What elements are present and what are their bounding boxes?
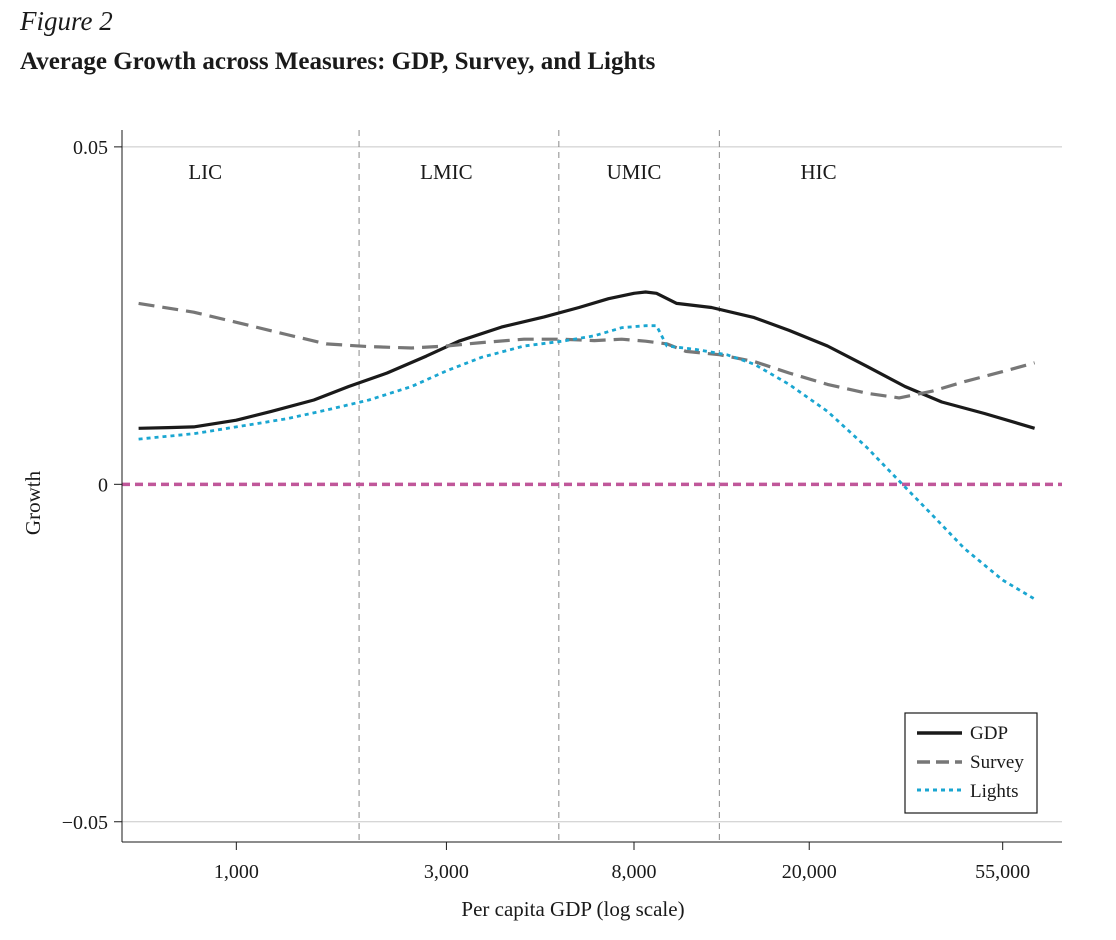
x-tick-label: 55,000 (975, 861, 1030, 883)
x-tick-label: 3,000 (424, 861, 469, 883)
x-tick-label: 20,000 (782, 861, 837, 883)
legend-label-gdp: GDP (970, 723, 1008, 744)
y-axis-title: Growth (21, 470, 45, 535)
y-tick-label: −0.05 (62, 812, 108, 834)
legend: GDP Survey Lights (904, 712, 1038, 814)
x-axis-title: Per capita GDP (log scale) (461, 897, 684, 921)
income-group-labels: LIC LMIC UMIC HIC (188, 160, 836, 184)
axis-layer: −0.05 0 0.05 1,000 3,000 8,000 20,000 55,000 (62, 130, 1062, 883)
income-group-label: HIC (800, 160, 836, 184)
income-group-label: LIC (188, 160, 222, 184)
x-tick-label: 8,000 (611, 861, 656, 883)
series-line-lights (138, 324, 1036, 601)
series-line-survey (138, 301, 1036, 400)
grid-layer (122, 146, 1062, 823)
series-layer (138, 290, 1036, 601)
legend-label-lights: Lights (970, 781, 1019, 802)
series-line-gdp (138, 290, 1036, 430)
legend-label-survey: Survey (970, 752, 1024, 773)
figure-label: Figure 2 (20, 6, 113, 36)
figure-title: Average Growth across Measures: GDP, Sur… (20, 48, 656, 75)
y-tick-label: 0.05 (73, 137, 108, 159)
income-group-label: LMIC (420, 160, 473, 184)
income-group-label: UMIC (607, 160, 662, 184)
y-tick-label: 0 (98, 474, 108, 496)
x-tick-label: 1,000 (214, 861, 259, 883)
